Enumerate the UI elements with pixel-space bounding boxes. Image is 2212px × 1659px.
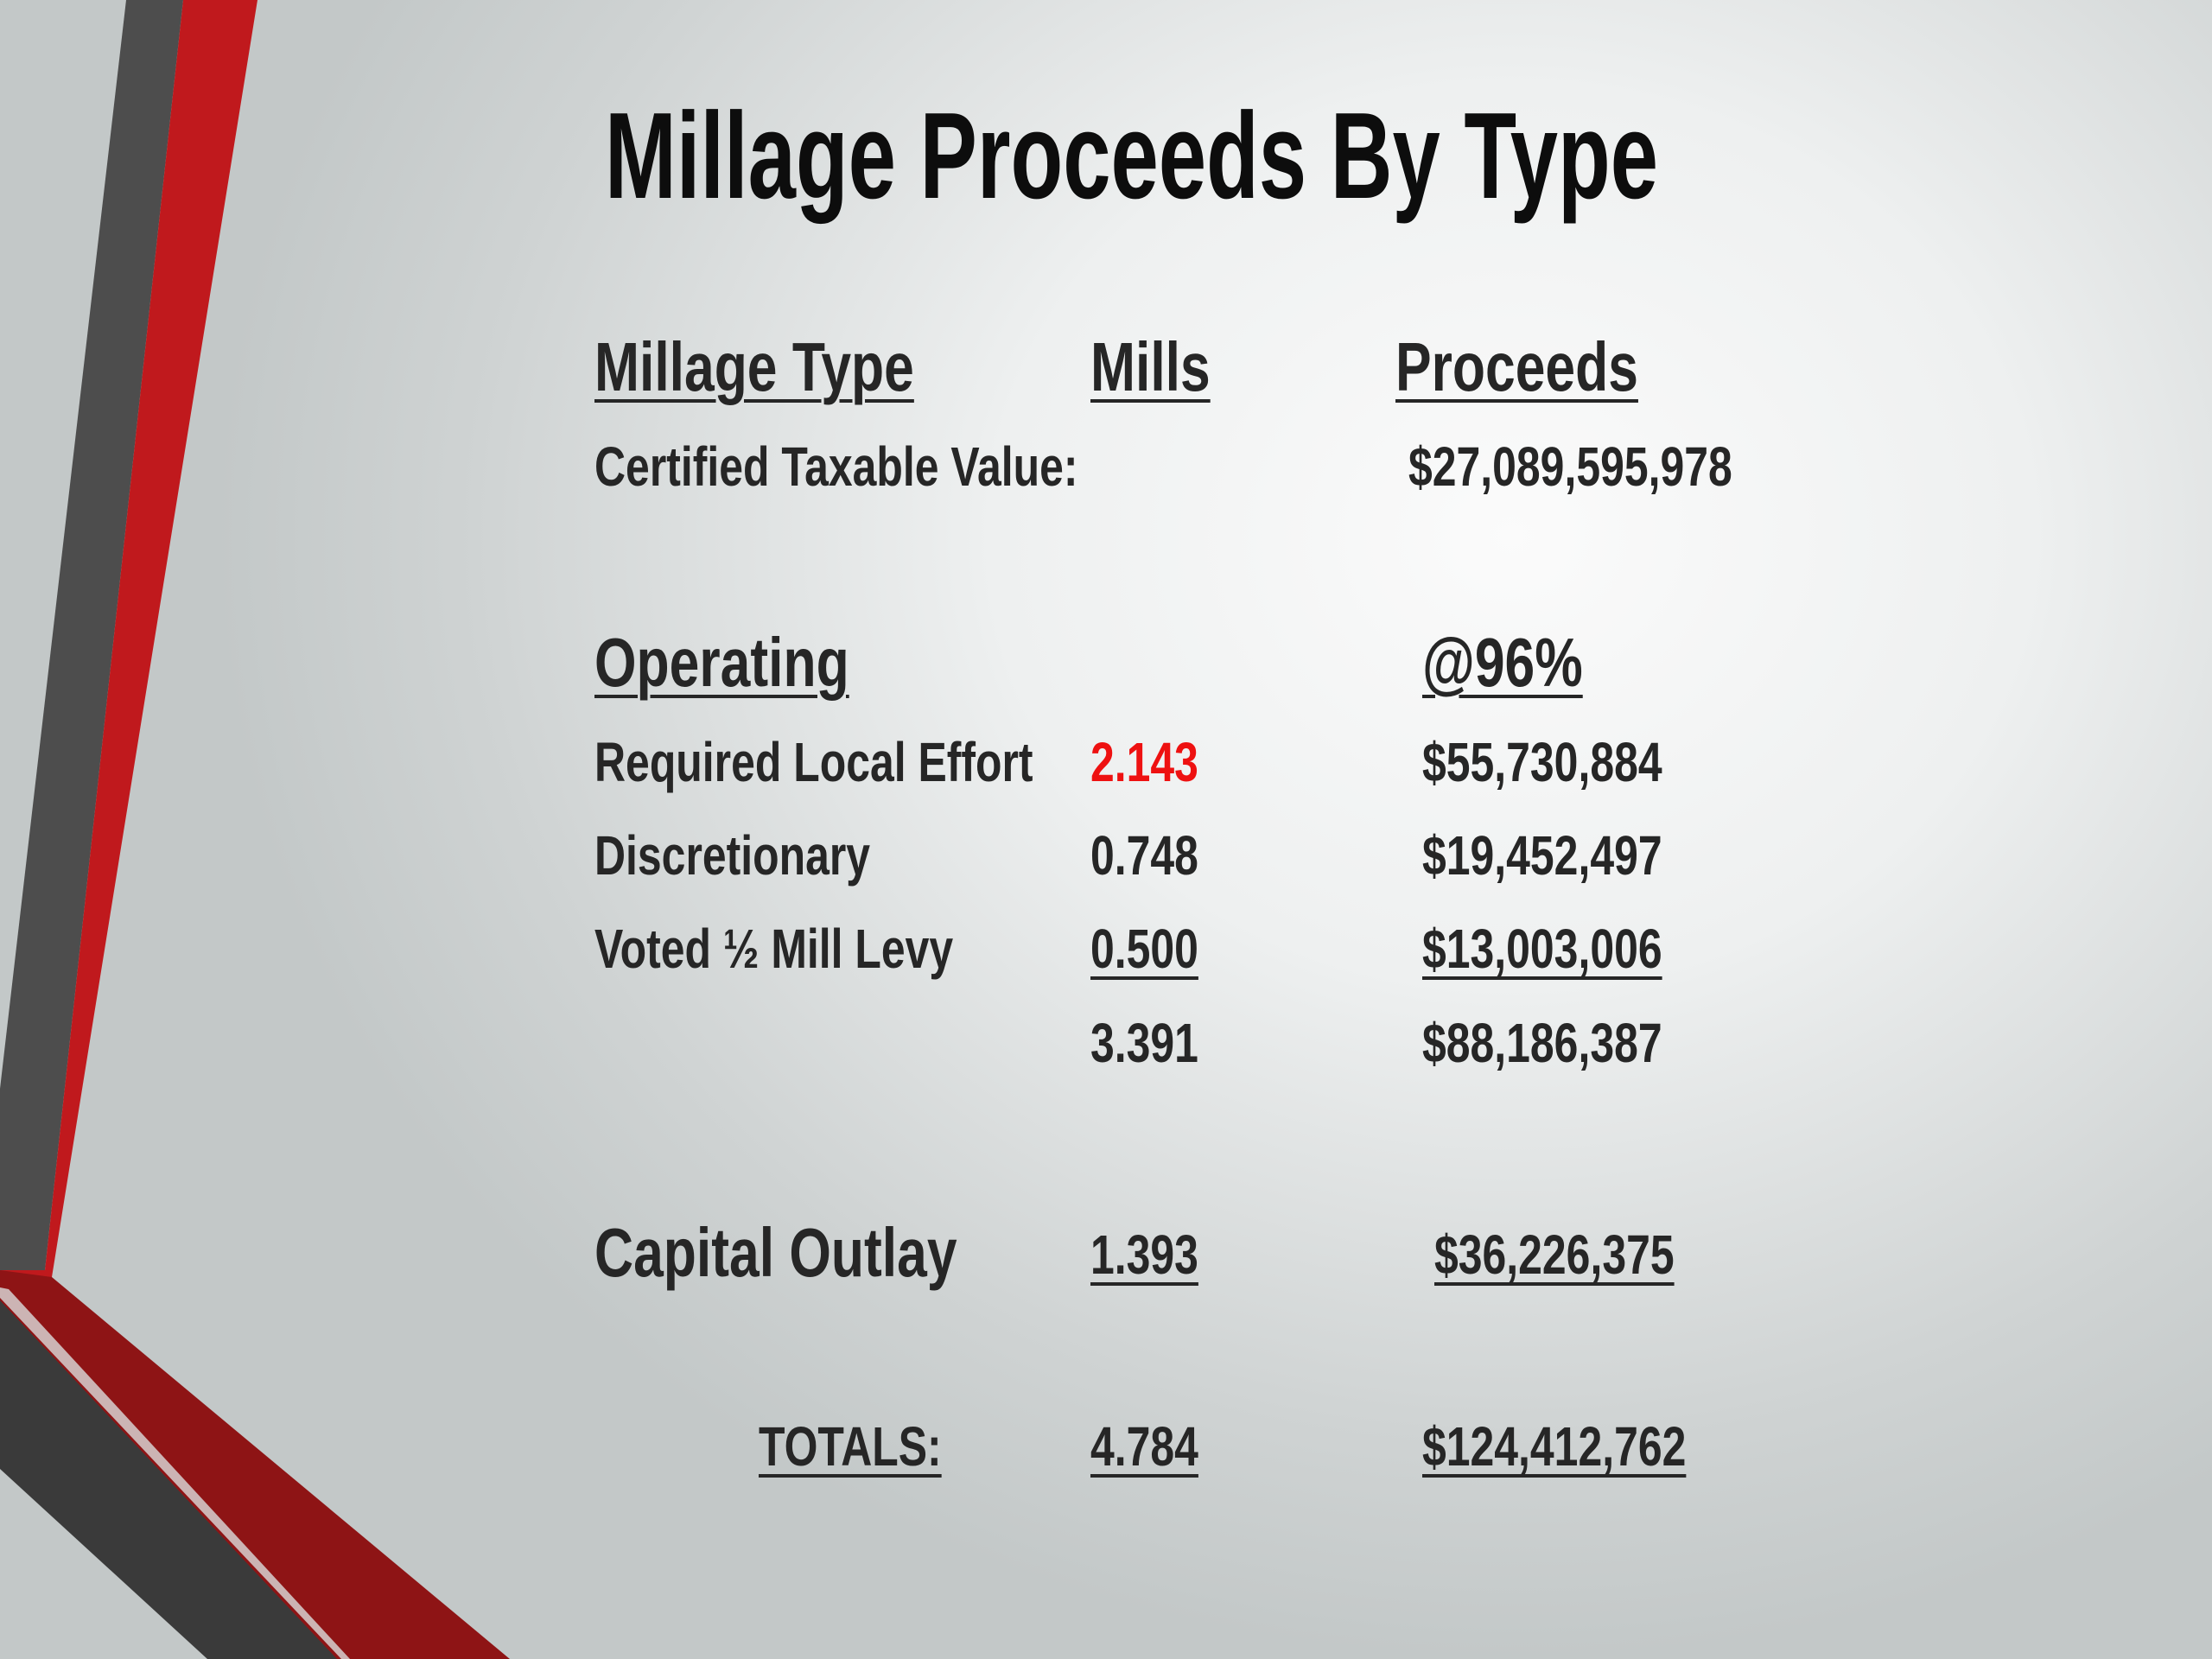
- row-type-required-local-effort: Required Local Effort: [594, 731, 1033, 793]
- collection-note: @96%: [1422, 624, 1583, 701]
- capital-outlay-proceeds: $36,226,375: [1434, 1224, 1675, 1286]
- left-dark-stripe: [0, 0, 183, 1270]
- section-operating: Operating: [594, 624, 849, 701]
- bottom-red-band: [0, 1270, 510, 1659]
- row-type-voted-levy: Voted ½ Mill Levy: [594, 918, 954, 980]
- bottom-light-line: [0, 1287, 350, 1659]
- header-proceeds: Proceeds: [1395, 328, 1638, 405]
- row-mills-discretionary: 0.748: [1090, 824, 1198, 887]
- certified-label: Certified Taxable Value:: [594, 435, 1078, 498]
- header-millage-type: Millage Type: [594, 328, 914, 405]
- row-mills-voted-levy: 0.500: [1090, 918, 1198, 980]
- certified-value: $27,089,595,978: [1408, 435, 1732, 498]
- left-red-stripe: [0, 0, 257, 1277]
- totals-label: TOTALS:: [759, 1415, 942, 1478]
- row-mills-required-local-effort: 2.143: [1090, 731, 1198, 793]
- capital-outlay-mills: 1.393: [1090, 1224, 1198, 1286]
- row-proceeds-required-local-effort: $55,730,884: [1422, 731, 1662, 793]
- capital-outlay-label: Capital Outlay: [594, 1214, 957, 1291]
- operating-subtotal-mills: 3.391: [1090, 1012, 1198, 1074]
- operating-subtotal-proceeds: $88,186,387: [1422, 1012, 1662, 1074]
- totals-proceeds: $124,412,762: [1422, 1415, 1687, 1478]
- bottom-dark-band: [0, 1300, 337, 1659]
- header-mills: Mills: [1090, 328, 1211, 405]
- slide-title: Millage Proceeds By Type: [605, 87, 1659, 225]
- row-proceeds-discretionary: $19,452,497: [1422, 824, 1662, 887]
- row-proceeds-voted-levy: $13,003,006: [1422, 918, 1662, 980]
- totals-mills: 4.784: [1090, 1415, 1198, 1478]
- row-type-discretionary: Discretionary: [594, 824, 871, 887]
